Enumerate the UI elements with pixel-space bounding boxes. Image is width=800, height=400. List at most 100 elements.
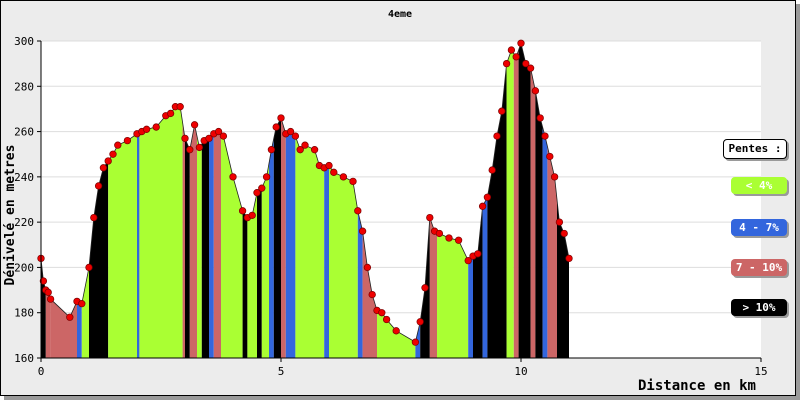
profile-point xyxy=(262,173,271,181)
profile-point xyxy=(421,284,429,292)
slope-segment-red xyxy=(429,217,437,358)
legend-item: 4 - 7% xyxy=(731,219,787,236)
profile-point xyxy=(301,141,309,149)
slope-segment-green xyxy=(506,50,514,358)
profile-point xyxy=(550,173,559,181)
profile-point xyxy=(166,109,175,118)
profile-point xyxy=(358,227,367,235)
slope-segment-green xyxy=(295,136,325,358)
y-tick-label: 220 xyxy=(14,216,34,229)
profile-point xyxy=(363,263,372,272)
profile-point xyxy=(560,229,568,238)
profile-point xyxy=(368,290,376,299)
profile-point xyxy=(498,107,506,115)
profile-point xyxy=(354,207,362,215)
profile-point xyxy=(382,315,391,324)
profile-point xyxy=(99,164,108,172)
profile-point xyxy=(152,123,160,131)
profile-point xyxy=(248,211,256,220)
slope-segment-black xyxy=(185,138,190,358)
profile-point xyxy=(44,288,52,296)
slope-segment-black xyxy=(535,90,543,359)
slope-segment-black xyxy=(242,210,248,358)
profile-point xyxy=(94,182,103,190)
profile-point xyxy=(90,213,98,222)
profile-point xyxy=(109,150,117,158)
slope-segment-blue xyxy=(468,256,473,358)
y-tick-label: 200 xyxy=(14,261,34,274)
slope-segment-green xyxy=(437,232,469,358)
profile-point xyxy=(512,53,520,61)
slope-segment-red xyxy=(50,299,77,358)
slope-segment-red xyxy=(182,122,185,358)
x-tick-labels: 0 5 10 15 xyxy=(38,358,768,378)
profile-point xyxy=(502,59,511,68)
axes xyxy=(40,41,761,359)
profile-point xyxy=(474,250,482,258)
profile-point xyxy=(507,46,516,54)
legend-item: < 4% xyxy=(731,177,787,194)
slope-segment-red xyxy=(213,131,221,358)
profile-point xyxy=(176,103,184,111)
profile-point xyxy=(229,173,237,181)
profile-point xyxy=(253,189,261,197)
y-tick-label: 160 xyxy=(14,352,34,365)
profile-point xyxy=(531,87,540,95)
chart-title: 4eme xyxy=(388,9,412,20)
profile-point xyxy=(536,114,544,122)
profile-point xyxy=(181,134,189,143)
profile-point xyxy=(219,132,228,140)
legend-item: > 10% xyxy=(731,299,787,316)
profile-point xyxy=(195,143,204,152)
profile-point xyxy=(78,300,86,308)
y-tick-labels: 160 180 200 220 240 260 280 300 xyxy=(14,35,41,365)
profile-point xyxy=(205,134,213,143)
slope-segment-green xyxy=(197,136,202,358)
profile-point xyxy=(411,338,420,346)
profile-point xyxy=(565,254,573,263)
slope-segment-red xyxy=(530,68,536,358)
slope-segment-green xyxy=(139,106,183,358)
y-tick-label: 280 xyxy=(14,80,34,93)
profile-point xyxy=(277,114,285,122)
legend-title: Pentes : xyxy=(723,139,787,159)
slope-segment-red xyxy=(547,146,557,358)
profile-point xyxy=(310,146,319,154)
profile-point xyxy=(488,166,496,174)
profile-point xyxy=(286,127,295,136)
profile-point xyxy=(339,173,348,181)
slope-segment-green xyxy=(329,165,358,358)
profile-point xyxy=(142,125,151,133)
profile-point xyxy=(526,64,535,72)
y-axis-label: Dénivelé en metres xyxy=(3,145,18,286)
legend-item: 7 - 10% xyxy=(731,259,787,276)
profile-point xyxy=(291,132,300,140)
profile-point xyxy=(39,277,48,285)
profile-point xyxy=(349,177,357,186)
slope-segment-black xyxy=(257,188,262,358)
y-tick-label: 180 xyxy=(14,307,34,320)
x-tick-label: 10 xyxy=(514,365,527,378)
profile-point xyxy=(190,121,199,129)
slope-segment-black xyxy=(473,206,483,358)
profile-point xyxy=(330,168,338,176)
profile-point xyxy=(445,234,453,242)
slope-segment-green xyxy=(261,163,269,358)
x-axis-label: Distance en km xyxy=(638,378,756,394)
profile-point xyxy=(258,184,266,192)
slope-segment-blue xyxy=(542,127,548,358)
profile-point xyxy=(454,236,463,244)
profile-point xyxy=(392,327,400,335)
profile-point xyxy=(546,152,554,161)
slope-segment-red xyxy=(281,118,286,358)
profile-point xyxy=(267,146,276,154)
profile-point xyxy=(238,207,247,215)
profile-point xyxy=(123,136,132,145)
slope-segment-red xyxy=(189,124,197,358)
slope-segment-blue xyxy=(285,131,296,358)
y-tick-label: 260 xyxy=(14,126,34,139)
profile-point xyxy=(541,132,549,140)
slope-segment-black xyxy=(273,118,281,358)
profile-point xyxy=(114,141,122,149)
profile-point xyxy=(478,202,487,210)
